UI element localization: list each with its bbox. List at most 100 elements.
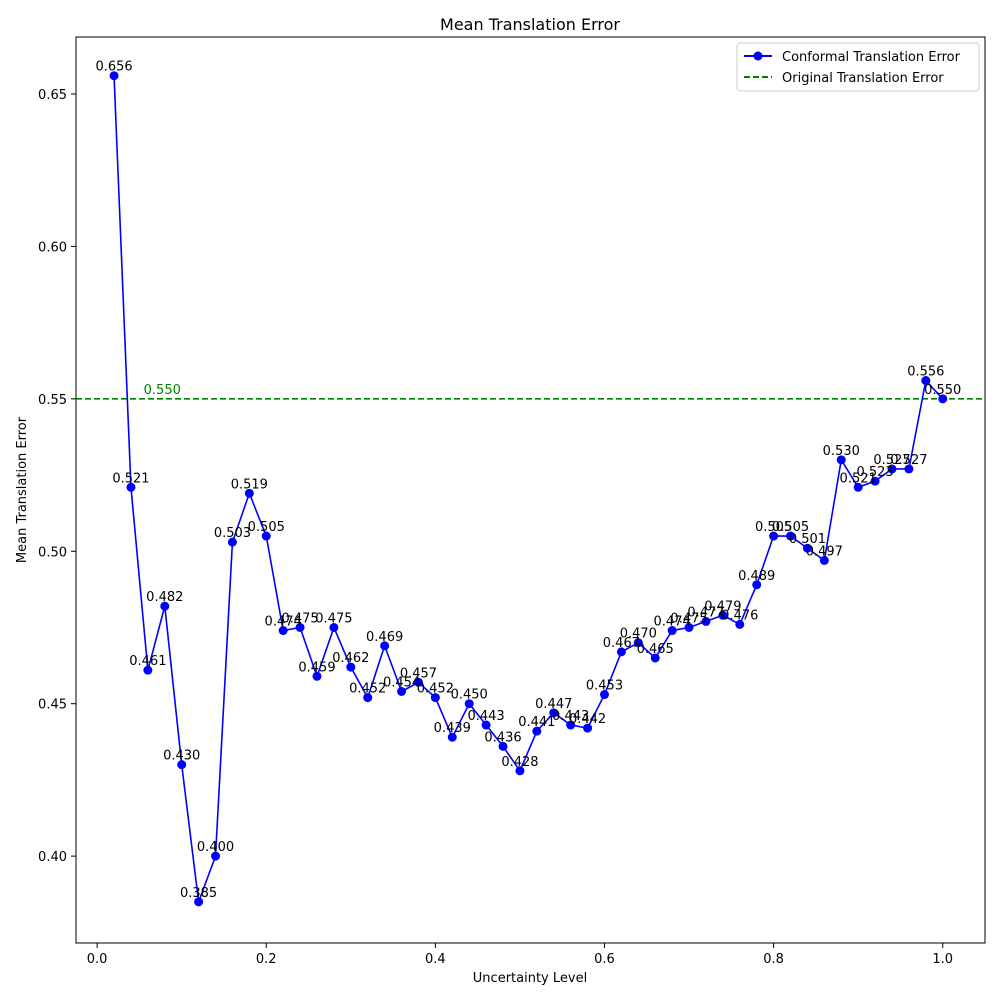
data-point	[752, 580, 762, 590]
data-point	[143, 665, 153, 675]
data-point	[819, 555, 829, 565]
x-axis: 0.0 0.2 0.4 0.6 0.8 1.0	[87, 943, 953, 967]
data-point	[904, 464, 914, 474]
data-label: 0.447	[535, 697, 572, 712]
data-point	[853, 482, 863, 492]
data-point	[667, 626, 677, 636]
data-point	[413, 677, 423, 687]
data-label: 0.465	[637, 642, 674, 657]
data-point	[346, 662, 356, 672]
reference-line-label: 0.550	[144, 383, 181, 398]
data-point	[549, 708, 559, 718]
data-label: 0.462	[332, 651, 369, 666]
data-label: 0.453	[586, 679, 623, 694]
chart-title: Mean Translation Error	[440, 15, 620, 34]
data-point	[177, 760, 187, 770]
data-label: 0.461	[129, 654, 166, 669]
data-point	[109, 71, 119, 81]
legend-box	[736, 42, 980, 92]
y-tick-label: 0.50	[38, 545, 67, 560]
data-point	[684, 622, 694, 632]
x-axis-title: Uncertainty Level	[473, 971, 587, 986]
data-label: 0.439	[434, 721, 471, 736]
data-label: 0.385	[180, 886, 217, 901]
data-label: 0.475	[670, 611, 707, 626]
legend-label-original: Original Translation Error	[782, 71, 944, 86]
legend: Conformal Translation Error Original Tra…	[736, 42, 980, 92]
data-label: 0.475	[281, 611, 318, 626]
data-label: 0.441	[518, 715, 555, 730]
data-label: 0.503	[214, 526, 251, 541]
data-label: 0.452	[417, 682, 454, 697]
y-tick-label: 0.55	[38, 393, 67, 408]
data-point	[532, 726, 542, 736]
data-label: 0.556	[907, 365, 944, 380]
y-tick-label: 0.60	[38, 240, 67, 255]
data-point	[481, 720, 491, 730]
data-label: 0.469	[366, 630, 403, 645]
data-label: 0.530	[823, 444, 860, 459]
y-tick-label: 0.40	[38, 850, 67, 865]
data-point	[278, 626, 288, 636]
y-tick-label: 0.65	[38, 88, 67, 103]
data-point	[921, 376, 931, 386]
data-point	[650, 653, 660, 663]
data-point	[261, 531, 271, 541]
legend-label-conformal: Conformal Translation Error	[782, 50, 961, 65]
y-tick-label: 0.45	[38, 698, 67, 713]
data-point	[397, 687, 407, 697]
data-label: 0.443	[552, 709, 589, 724]
data-label: 0.470	[620, 627, 657, 642]
data-point	[769, 531, 779, 541]
data-point	[701, 616, 711, 626]
data-point	[430, 693, 440, 703]
data-label: 0.430	[163, 749, 200, 764]
data-label: 0.521	[112, 471, 149, 486]
data-point	[380, 641, 390, 651]
data-point	[227, 537, 237, 547]
data-label: 0.505	[772, 520, 809, 535]
data-label: 0.497	[806, 544, 843, 559]
data-point	[160, 601, 170, 611]
data-label: 0.443	[467, 709, 504, 724]
data-point	[599, 690, 609, 700]
series-group	[109, 71, 948, 907]
data-point	[718, 610, 728, 620]
data-point	[363, 693, 373, 703]
data-point	[566, 720, 576, 730]
data-point	[295, 622, 305, 632]
x-tick-label: 1.0	[932, 952, 953, 967]
data-label: 0.477	[687, 605, 724, 620]
data-label: 0.452	[349, 682, 386, 697]
data-label: 0.475	[315, 611, 352, 626]
data-label: 0.482	[146, 590, 183, 605]
data-label: 0.501	[789, 532, 826, 547]
data-label: 0.459	[298, 660, 335, 675]
data-point	[887, 464, 897, 474]
data-label: 0.489	[738, 569, 775, 584]
data-point	[786, 531, 796, 541]
plot-frame	[75, 36, 986, 944]
data-label: 0.519	[231, 477, 268, 492]
data-point	[447, 732, 457, 742]
data-labels: 0.656 0.521 0.461 0.482 0.430 0.385 0.400 0.503…	[95, 60, 961, 901]
data-label: 0.505	[248, 520, 285, 535]
data-label: 0.656	[95, 60, 132, 75]
data-point	[329, 622, 339, 632]
data-label: 0.400	[197, 840, 234, 855]
data-label: 0.505	[755, 520, 792, 535]
data-point	[194, 897, 204, 907]
data-label: 0.457	[400, 666, 437, 681]
data-label: 0.527	[890, 453, 927, 468]
data-label: 0.454	[383, 676, 420, 691]
x-tick-label: 0.4	[425, 952, 446, 967]
data-label: 0.527	[873, 453, 910, 468]
data-point	[836, 455, 846, 465]
data-point	[515, 766, 525, 776]
data-point	[735, 619, 745, 629]
data-label: 0.523	[856, 465, 893, 480]
data-label: 0.474	[654, 615, 691, 630]
data-point	[498, 741, 508, 751]
